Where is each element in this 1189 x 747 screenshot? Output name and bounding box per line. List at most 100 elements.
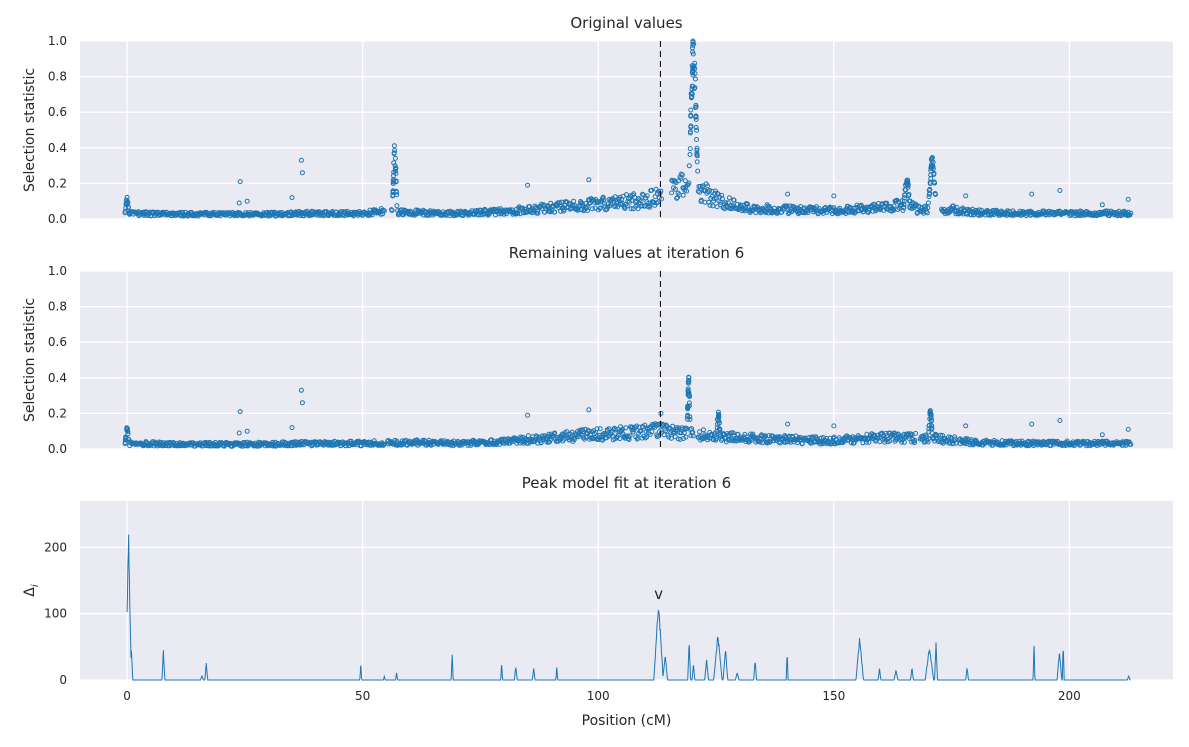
data-point bbox=[689, 83, 695, 89]
data-point bbox=[392, 155, 398, 161]
data-point bbox=[954, 205, 960, 210]
data-point bbox=[627, 433, 633, 439]
y-tick-label: 200 bbox=[44, 540, 67, 554]
data-point bbox=[725, 200, 731, 206]
data-point bbox=[642, 422, 648, 428]
data-point bbox=[713, 195, 719, 201]
data-point bbox=[685, 416, 690, 422]
data-point bbox=[666, 434, 672, 440]
x-axis-label: Position (cM) bbox=[582, 713, 672, 729]
y-tick-label: 0.8 bbox=[48, 300, 67, 314]
data-point bbox=[877, 207, 883, 213]
data-point bbox=[638, 428, 644, 434]
data-point bbox=[905, 182, 911, 188]
data-point bbox=[726, 195, 732, 201]
y-tick-label: 0.8 bbox=[48, 70, 67, 84]
data-point bbox=[649, 429, 655, 435]
data-point bbox=[697, 429, 703, 435]
plot-background bbox=[80, 41, 1173, 219]
data-point-outlier bbox=[586, 407, 592, 413]
data-point-outlier bbox=[831, 193, 837, 199]
scatter-series bbox=[122, 38, 1134, 219]
data-point bbox=[688, 95, 694, 101]
data-point bbox=[716, 412, 722, 418]
data-point bbox=[950, 440, 956, 446]
data-point bbox=[393, 171, 399, 176]
data-point bbox=[735, 431, 741, 437]
data-point bbox=[932, 191, 938, 197]
data-point bbox=[926, 422, 932, 428]
data-point-outlier bbox=[586, 177, 592, 183]
data-point bbox=[594, 426, 600, 432]
data-point bbox=[122, 208, 128, 214]
data-point bbox=[925, 439, 931, 445]
data-point bbox=[617, 436, 623, 442]
data-point-outlier bbox=[1125, 196, 1131, 202]
data-point bbox=[125, 431, 131, 437]
data-point bbox=[757, 439, 763, 445]
y-axis-label-sub: i bbox=[30, 584, 41, 587]
data-point bbox=[381, 208, 387, 214]
data-point-outlier bbox=[237, 409, 243, 415]
data-point bbox=[369, 212, 375, 218]
data-point-outlier bbox=[785, 191, 791, 197]
data-point bbox=[694, 137, 699, 142]
data-point bbox=[922, 203, 928, 209]
data-point bbox=[927, 410, 933, 416]
data-point bbox=[689, 86, 695, 92]
data-point-outlier bbox=[299, 400, 305, 406]
data-point bbox=[902, 192, 908, 198]
data-point bbox=[877, 439, 883, 445]
plot-background bbox=[80, 271, 1173, 449]
data-point bbox=[688, 124, 694, 130]
data-point bbox=[478, 212, 484, 218]
data-point bbox=[926, 194, 932, 200]
data-point bbox=[843, 211, 849, 216]
data-point bbox=[924, 210, 930, 216]
data-point bbox=[381, 441, 387, 447]
data-point bbox=[731, 197, 737, 203]
data-point bbox=[393, 165, 399, 171]
plot-background bbox=[80, 501, 1173, 680]
data-point bbox=[600, 194, 606, 200]
data-point bbox=[887, 438, 893, 444]
data-point bbox=[712, 190, 718, 196]
data-point bbox=[630, 429, 636, 435]
data-point bbox=[655, 421, 661, 427]
data-point bbox=[612, 194, 618, 200]
data-point bbox=[604, 206, 610, 212]
data-point bbox=[690, 38, 696, 44]
y-axis-label: Selection statistic bbox=[22, 298, 38, 422]
y-tick-label: 0.6 bbox=[48, 105, 67, 119]
data-point bbox=[717, 426, 723, 432]
y-axis-label: Selection statistic bbox=[22, 68, 38, 192]
data-point bbox=[561, 207, 567, 213]
data-point bbox=[850, 434, 856, 440]
data-point bbox=[391, 143, 397, 149]
data-point bbox=[580, 427, 585, 433]
data-point bbox=[697, 189, 702, 195]
data-point bbox=[682, 178, 688, 184]
data-point bbox=[900, 208, 906, 213]
data-point bbox=[719, 196, 725, 202]
data-point bbox=[694, 127, 700, 133]
data-point bbox=[638, 198, 644, 204]
data-point bbox=[163, 443, 169, 449]
data-point bbox=[901, 205, 907, 210]
y-tick-label: 1.0 bbox=[48, 264, 67, 278]
data-point bbox=[901, 201, 907, 207]
data-point bbox=[926, 426, 932, 432]
data-point bbox=[744, 434, 750, 440]
data-point bbox=[928, 417, 934, 423]
data-point bbox=[926, 191, 932, 197]
data-point bbox=[698, 197, 704, 203]
data-point-outlier bbox=[1029, 191, 1035, 197]
data-point-outlier bbox=[1099, 432, 1105, 438]
data-point bbox=[646, 425, 652, 431]
data-point bbox=[763, 433, 769, 439]
data-point-outlier bbox=[236, 200, 242, 206]
data-point-outlier bbox=[299, 170, 305, 176]
y-tick-label: 0.4 bbox=[48, 371, 67, 385]
data-point bbox=[907, 205, 913, 211]
data-point bbox=[628, 206, 634, 212]
